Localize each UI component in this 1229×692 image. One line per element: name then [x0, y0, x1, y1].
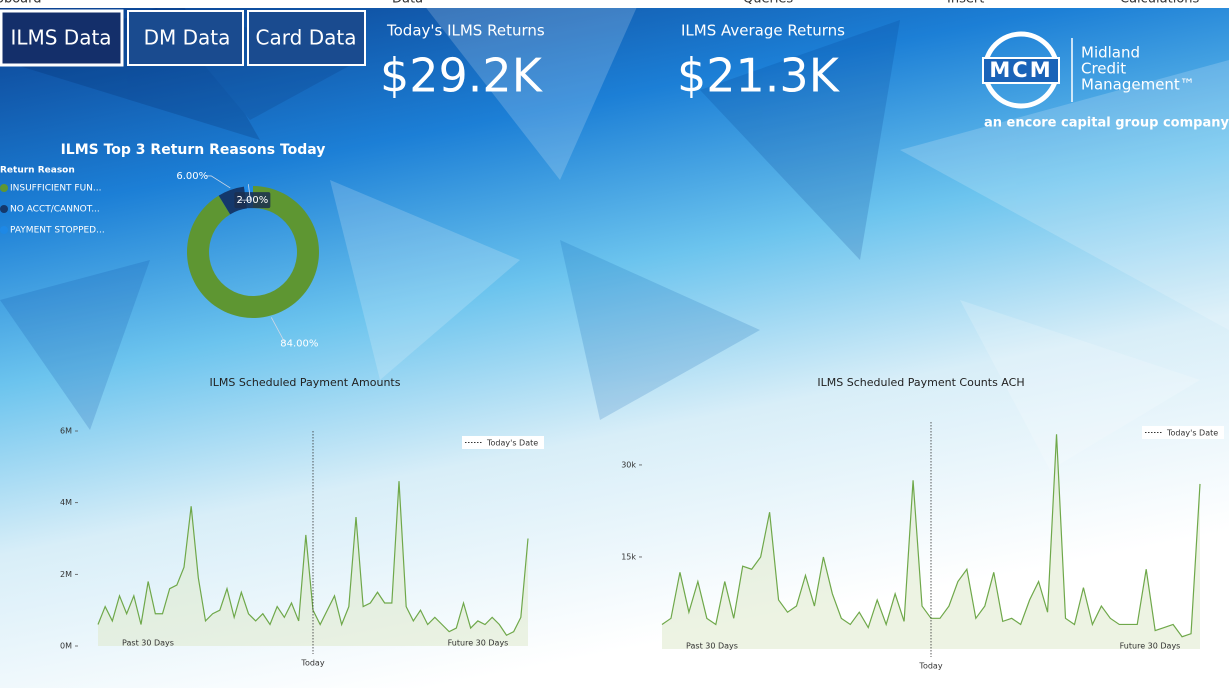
tabs: ILMS Data DM Data Card Data — [0, 9, 366, 67]
kpi-value: $21.3K — [677, 49, 841, 103]
logo-text: Management™ — [1081, 76, 1195, 94]
logo-text: Midland — [1081, 44, 1140, 62]
y-tick-label: 0M — [60, 642, 72, 651]
menu-item[interactable]: Insert — [947, 0, 984, 7]
donut-slice — [187, 186, 319, 318]
menu: oboard Data Queries Insert Calculations — [0, 0, 1200, 7]
legend-title: Return Reason — [0, 166, 75, 176]
annotation: Past 30 Days — [686, 642, 738, 651]
data-label: 2.00% — [236, 195, 268, 206]
leader-line — [206, 175, 231, 189]
data-label-bg — [234, 192, 271, 209]
chart-title: ILMS Scheduled Payment Amounts — [210, 376, 401, 389]
leader-line — [270, 317, 286, 344]
kpi-label: Today's ILMS Returns — [386, 22, 545, 40]
legend-label: INSUFFICIENT FUN... — [10, 184, 102, 194]
legend-swatch — [0, 205, 8, 213]
annotation: Past 30 Days — [122, 639, 174, 648]
logo-mark: MCM — [989, 58, 1052, 82]
logo-text: Credit — [1081, 60, 1126, 78]
tab[interactable] — [247, 10, 366, 66]
chart-title: ILMS Scheduled Payment Counts ACH — [817, 376, 1024, 389]
menu-item[interactable]: Data — [392, 0, 423, 7]
x-tick-label: Today — [918, 662, 942, 671]
tab-label[interactable]: Card Data — [256, 26, 357, 50]
tab[interactable] — [0, 9, 124, 67]
menu-bar — [0, 0, 1229, 8]
data-label: 6.00% — [176, 171, 208, 182]
annotation: Future 30 Days — [1120, 642, 1181, 651]
leader-line — [238, 184, 251, 201]
data-label: 84.00% — [280, 338, 318, 349]
area — [98, 481, 528, 646]
x-tick-label: Today — [300, 659, 324, 668]
annotation: Future 30 Days — [448, 639, 509, 648]
legend-swatch — [0, 184, 8, 192]
kpi-value: $29.2K — [380, 49, 544, 103]
tab-label[interactable]: DM Data — [144, 26, 231, 50]
logo-tagline: an encore capital group company — [984, 116, 1229, 131]
area — [662, 434, 1200, 649]
legend-box — [1142, 426, 1224, 439]
y-tick-label: 6M — [60, 427, 72, 436]
logo: MCM Midland Credit Management™ an encore… — [982, 31, 1229, 131]
legend-label: NO ACCT/CANNOT... — [10, 205, 100, 215]
legend-label: PAYMENT STOPPED... — [10, 226, 105, 236]
legend-box — [462, 436, 544, 449]
menu-item[interactable]: Queries — [743, 0, 793, 7]
tab[interactable] — [127, 10, 244, 66]
background-polygons — [0, 0, 900, 430]
legend-label: Today's Date — [1166, 429, 1218, 438]
tab-label[interactable]: ILMS Data — [10, 26, 111, 50]
y-tick-label: 15k — [621, 552, 636, 561]
kpi-label: ILMS Average Returns — [681, 22, 845, 40]
menu-item[interactable]: oboard — [0, 0, 42, 7]
legend-label: Today's Date — [486, 439, 538, 448]
legend-swatch — [0, 226, 8, 234]
y-tick-label: 2M — [60, 570, 72, 579]
y-tick-label: 30k — [621, 460, 636, 469]
logo-band — [982, 57, 1060, 84]
y-tick-label: 4M — [60, 498, 72, 507]
menu-item[interactable]: Calculations — [1120, 0, 1200, 7]
line — [97, 481, 529, 637]
kpis: Today's ILMS Returns $29.2K ILMS Average… — [380, 22, 845, 103]
chart-title: ILMS Top 3 Return Reasons Today — [61, 142, 326, 158]
